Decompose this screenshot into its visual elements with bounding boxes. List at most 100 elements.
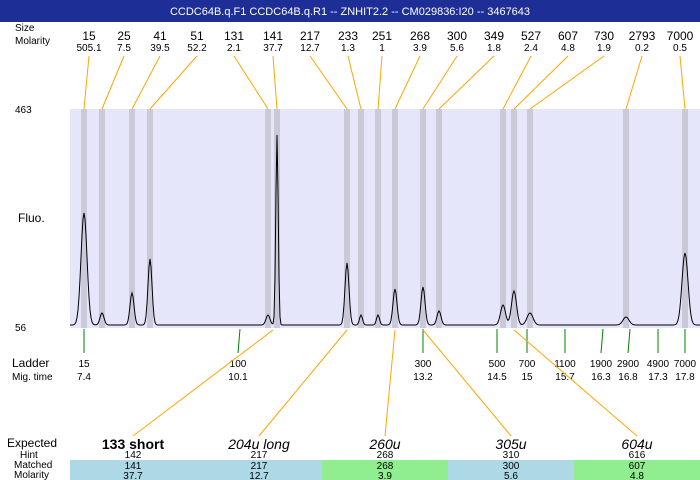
- peak-band: [81, 109, 87, 328]
- peak-size-label: 2793: [629, 29, 656, 43]
- ladder-size-label: 300: [415, 359, 432, 370]
- peak-band: [375, 109, 381, 328]
- peak-size-label: 607: [558, 29, 578, 43]
- peak-molarity-label: 3.9: [413, 43, 427, 54]
- peak-size-label: 15: [82, 29, 96, 43]
- hint-value: 217: [251, 450, 268, 461]
- peak-molarity-label: 505.1: [76, 43, 101, 54]
- ladder-tick: [627, 328, 631, 354]
- peak-molarity-label: 12.7: [300, 43, 320, 54]
- matched-value: 141: [125, 461, 142, 472]
- matched-cell: [196, 460, 322, 480]
- ladder-tick: [600, 328, 604, 354]
- peak-connector: [529, 55, 605, 110]
- peak-molarity-label: 5.6: [450, 43, 464, 54]
- window-title: CCDC64B.q.F1 CCDC64B.q.R1 -- ZNHIT2.2 --…: [169, 6, 531, 18]
- expected-label: 305u: [495, 436, 526, 452]
- expected-connector: [384, 329, 396, 437]
- peak-band: [436, 109, 442, 328]
- ladder-size-label: 500: [489, 359, 506, 370]
- peak-band: [392, 109, 398, 328]
- ladder-time-label: 13.2: [413, 372, 433, 383]
- ladder-size-label: 1100: [554, 359, 576, 370]
- matched-row-label: Matched: [14, 460, 52, 471]
- peak-connector: [394, 55, 421, 110]
- matched-value: 217: [251, 461, 268, 472]
- peak-molarity-label: 4.8: [561, 43, 575, 54]
- ladder-size-label: 100: [230, 359, 247, 370]
- peak-connector: [101, 55, 125, 110]
- peak-connector: [625, 55, 643, 110]
- peak-connector: [309, 55, 348, 110]
- peak-band: [274, 109, 280, 328]
- matched-cell: [574, 460, 700, 480]
- peak-connector: [438, 55, 495, 110]
- ladder-size-label: 15: [78, 359, 90, 370]
- peak-size-label: 141: [263, 29, 283, 43]
- peak-size-label: 217: [300, 29, 320, 43]
- peak-size-label: 268: [410, 29, 430, 43]
- molarity-bottom-row-label: Molarity: [14, 470, 49, 480]
- peak-size-label: 51: [190, 29, 204, 43]
- ladder-time-label: 17.8: [675, 372, 695, 383]
- ladder-size-label: 7000: [674, 359, 697, 370]
- peak-molarity-label: 1.9: [597, 43, 611, 54]
- expected-label: 604u: [621, 436, 652, 452]
- peak-connector: [131, 55, 161, 110]
- peak-molarity-label: 0.5: [673, 43, 687, 54]
- peak-size-label: 251: [372, 29, 392, 43]
- peak-band: [511, 109, 517, 328]
- fluo-label: Fluo.: [18, 211, 45, 225]
- expected-label: 260u: [368, 436, 400, 452]
- peak-molarity-label: 1.8: [487, 43, 501, 54]
- expected-connector: [513, 329, 638, 437]
- expected-connector: [132, 329, 274, 437]
- peak-connector: [377, 55, 383, 110]
- matched-molarity-value: 37.7: [123, 471, 143, 480]
- peak-band: [344, 109, 350, 328]
- peak-connector: [513, 55, 569, 110]
- size-row-label: Size: [15, 23, 35, 34]
- plot-background: [70, 109, 700, 328]
- matched-cell: [322, 460, 448, 480]
- peak-molarity-label: 1: [379, 43, 385, 54]
- peak-molarity-label: 7.5: [117, 43, 131, 54]
- peak-band: [265, 109, 271, 328]
- y-axis-top: 463: [15, 105, 32, 116]
- peak-connector: [679, 55, 686, 110]
- matched-cell: [448, 460, 574, 480]
- ladder-size-label: 1900: [590, 359, 613, 370]
- fluorescence-trace: [70, 134, 700, 326]
- peak-band: [682, 109, 688, 328]
- peak-size-label: 7000: [667, 29, 694, 43]
- ladder-size-label: 700: [519, 359, 536, 370]
- peak-size-label: 300: [447, 29, 467, 43]
- peak-molarity-label: 52.2: [187, 43, 207, 54]
- hint-row-label: Hint: [20, 450, 38, 461]
- hint-value: 268: [377, 450, 394, 461]
- peak-connector: [272, 55, 278, 110]
- peak-molarity-label: 39.5: [150, 43, 170, 54]
- matched-molarity-value: 4.8: [630, 471, 644, 480]
- hint-value: 142: [125, 450, 142, 461]
- ladder-row-label: Ladder: [12, 356, 49, 370]
- expected-connector: [258, 329, 348, 437]
- peak-molarity-label: 2.1: [227, 43, 241, 54]
- peak-molarity-label: 37.7: [263, 43, 283, 54]
- hint-value: 310: [503, 450, 520, 461]
- ladder-size-label: 2900: [617, 359, 640, 370]
- title-bar: CCDC64B.q.F1 CCDC64B.q.R1 -- ZNHIT2.2 --…: [0, 0, 700, 22]
- ladder-time-label: 15.7: [555, 372, 575, 383]
- peak-size-label: 349: [484, 29, 504, 43]
- peak-band: [99, 109, 105, 328]
- matched-value: 607: [629, 461, 646, 472]
- migtime-row-label: Mig. time: [12, 372, 53, 383]
- peak-connector: [502, 55, 532, 110]
- matched-value: 268: [377, 461, 394, 472]
- expected-connector: [422, 329, 512, 437]
- matched-molarity-value: 5.6: [504, 471, 518, 480]
- peak-band: [623, 109, 629, 328]
- peak-molarity-label: 2.4: [524, 43, 538, 54]
- peak-connector: [422, 55, 458, 110]
